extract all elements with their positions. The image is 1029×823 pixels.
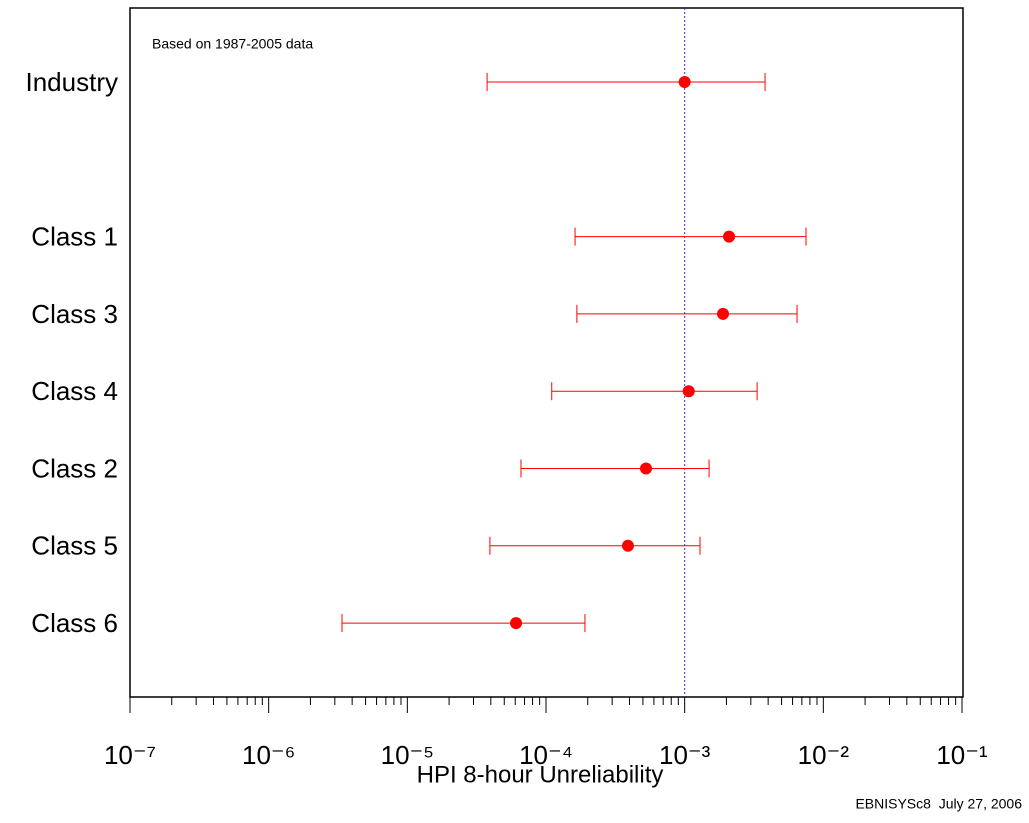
point — [723, 230, 736, 243]
point — [510, 617, 523, 630]
y-tick-label: Class 2 — [31, 453, 118, 483]
x-tick-label: 10⁻⁶ — [242, 740, 295, 770]
y-tick-label: Class 4 — [31, 376, 118, 406]
point — [678, 76, 691, 88]
point — [682, 385, 695, 398]
y-tick-label: Industry — [26, 67, 119, 97]
point — [639, 462, 652, 475]
point — [717, 307, 730, 320]
y-tick-label: Class 6 — [31, 608, 118, 638]
point — [621, 539, 634, 552]
annotation: Based on 1987-2005 data — [152, 36, 313, 52]
x-tick-label: 10⁻¹ — [936, 740, 988, 770]
x-tick-label: 10⁻⁴ — [519, 740, 573, 770]
x-tick-label: 10⁻⁵ — [381, 740, 434, 770]
footer: EBNISYSc8 July 27, 2006 — [855, 796, 1022, 812]
x-tick-label: 10⁻³ — [659, 740, 711, 770]
plot-frame — [129, 7, 964, 698]
y-tick-label: Class 1 — [31, 221, 118, 251]
y-tick-label: Class 3 — [31, 299, 118, 329]
x-tick-label: 10⁻⁷ — [104, 740, 156, 770]
y-tick-label: Class 5 — [31, 531, 118, 561]
x-axis-label: HPI 8-hour Unreliability — [417, 761, 664, 788]
x-tick-label: 10⁻² — [798, 740, 850, 770]
